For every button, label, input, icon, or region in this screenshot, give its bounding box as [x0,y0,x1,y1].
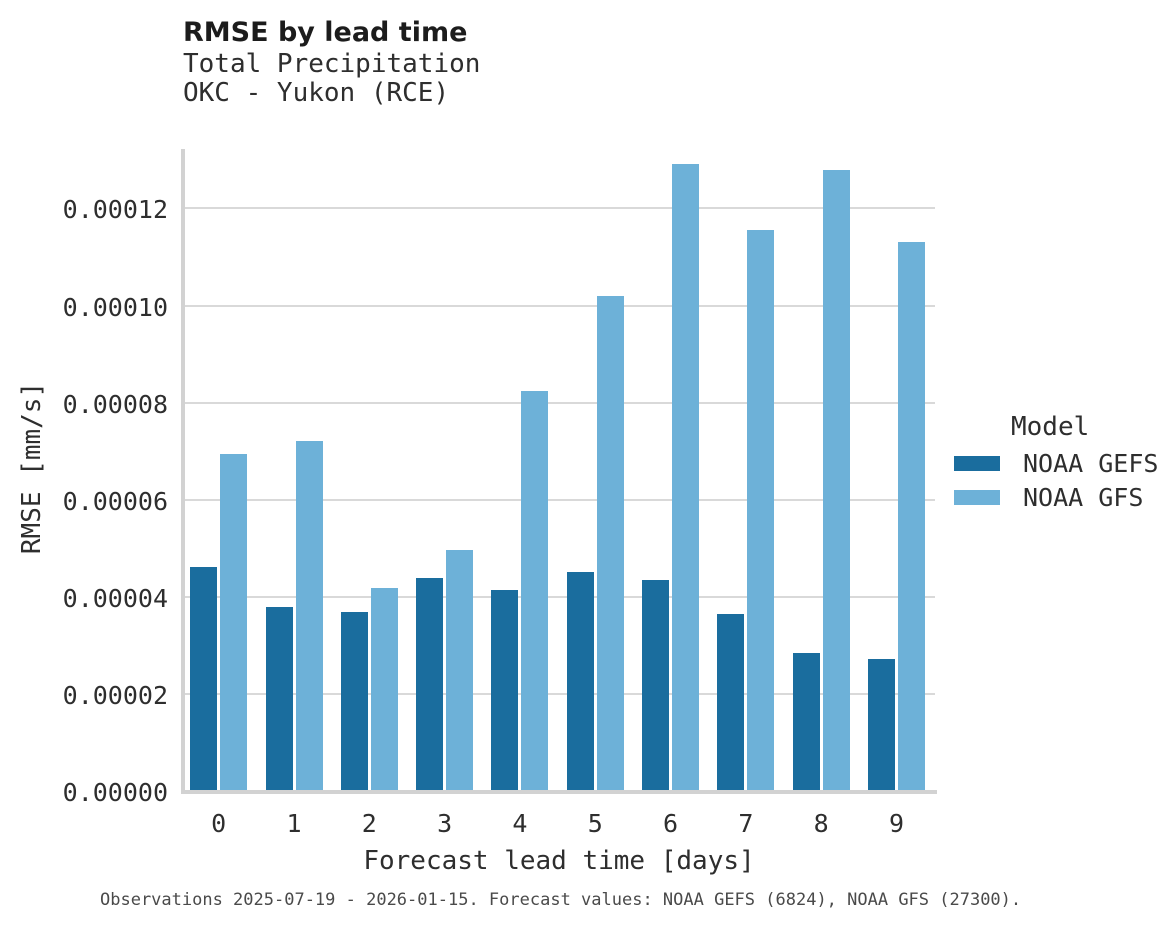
bar-noaa-gfs-day2 [370,587,398,791]
x-tick-label: 9 [888,809,905,838]
bar-noaa-gfs-day8 [822,170,850,791]
bar-noaa-gefs-day1 [265,606,293,791]
legend-title: Model [1011,412,1090,442]
bar-noaa-gefs-day4 [491,590,519,791]
chart-subtitle: Total Precipitation OKC - Yukon (RCE) [183,50,480,108]
bar-noaa-gefs-day9 [867,658,895,791]
x-tick-label: 5 [587,809,603,838]
bar-noaa-gfs-day6 [672,163,700,791]
gridline [183,595,935,598]
x-tick-label: 7 [738,809,754,838]
bar-noaa-gefs-day7 [717,614,745,791]
gridline [183,401,935,404]
y-tick-label: 0.00002 [62,680,168,710]
y-tick-label: 0.00012 [62,195,168,225]
x-axis-line [181,790,937,794]
gridline [183,207,935,210]
legend-swatch-noaa-gefs [954,456,1000,471]
y-tick-label: 0.00010 [62,292,168,322]
chart-subtitle-line1: Total Precipitation [183,49,481,79]
bar-noaa-gefs-day2 [340,612,368,791]
y-tick-label: 0.00008 [62,389,168,419]
x-axis-title: Forecast lead time [days] [363,846,755,876]
bar-noaa-gefs-day6 [642,580,670,791]
legend-swatch-noaa-gfs [954,490,1000,505]
bar-noaa-gfs-day5 [596,296,624,791]
bar-noaa-gfs-day0 [220,453,248,791]
bar-noaa-gefs-day3 [416,578,444,791]
x-tick-label: 4 [512,809,528,838]
x-tick-label: 3 [437,809,453,838]
y-tick-label: 0.00004 [62,583,168,613]
y-tick-label: 0.00006 [62,486,168,516]
bar-noaa-gfs-day9 [897,242,925,791]
x-tick-label: 8 [813,809,829,838]
bar-noaa-gefs-day5 [566,571,594,791]
legend-label-noaa-gfs: NOAA GFS [1023,483,1144,512]
caption: Observations 2025-07-19 - 2026-01-15. Fo… [100,890,1022,910]
y-axis-line [181,149,185,794]
chart-subtitle-line2: OKC - Yukon (RCE) [183,78,450,108]
x-tick-label: 6 [663,809,679,838]
gridline [183,498,935,501]
x-tick-label: 1 [286,809,302,838]
gridline [183,692,935,695]
legend-label-noaa-gefs: NOAA GEFS [1023,449,1159,478]
chart-title: RMSE by lead time [183,17,468,48]
x-tick-label: 2 [361,809,377,838]
y-tick-label: 0.00000 [62,778,168,807]
bar-noaa-gfs-day1 [295,440,323,791]
bar-noaa-gefs-day8 [792,653,820,791]
bar-noaa-gfs-day7 [747,229,775,791]
gridline [183,304,935,307]
bar-noaa-gfs-day3 [446,549,474,791]
bar-noaa-gefs-day0 [190,566,218,791]
x-tick-label: 0 [211,809,227,838]
bar-noaa-gfs-day4 [521,390,549,791]
